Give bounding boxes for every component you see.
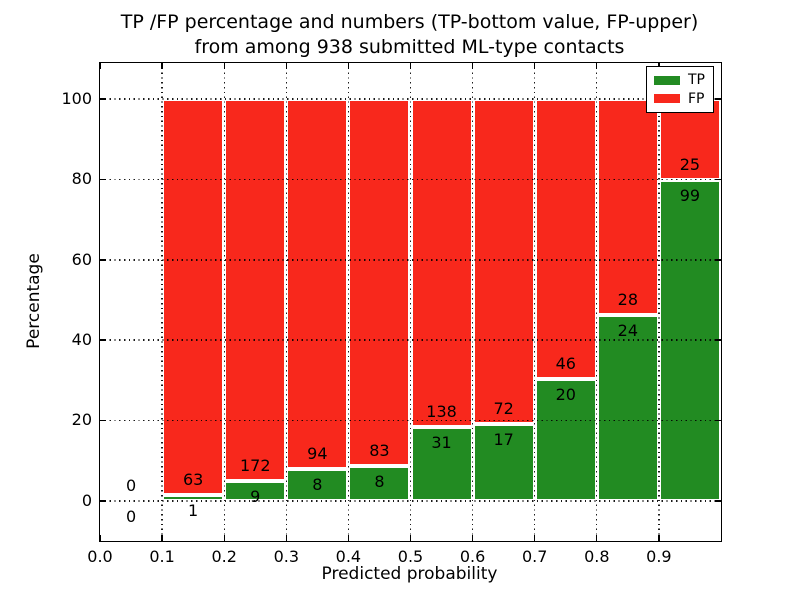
- tp-count-label: 31: [431, 433, 452, 453]
- bar-segment-fp: [162, 99, 225, 495]
- x-tick-mark-top: [99, 63, 101, 69]
- x-tick-mark: [534, 535, 536, 541]
- fp-count-label: 72: [493, 399, 514, 419]
- bar-segment-fp: [534, 99, 597, 380]
- legend-label-fp: FP: [688, 90, 705, 107]
- x-tick-mark: [223, 535, 225, 541]
- x-axis-label: Predicted probability: [321, 564, 498, 584]
- bar-segment-fp: [286, 99, 349, 470]
- y-tick-mark-right: [715, 98, 721, 100]
- fp-count-label: 83: [369, 440, 390, 460]
- bar-segment-tp: [472, 424, 535, 501]
- x-tick-label: 0.0: [87, 547, 113, 566]
- bar-segment-fp: [410, 99, 473, 428]
- bar-segment-tp: [658, 180, 721, 501]
- bar-segment-tp: [348, 465, 411, 501]
- y-tick-mark-right: [715, 419, 721, 422]
- bar-segment-tp: [286, 469, 349, 501]
- x-tick-mark: [161, 535, 163, 541]
- bar-segment-fp: [472, 99, 535, 425]
- x-tick-mark: [99, 535, 101, 541]
- x-tick-mark-top: [596, 63, 598, 69]
- y-tick-mark-right: [715, 178, 721, 181]
- y-tick-mark-right: [715, 259, 721, 261]
- y-tick-label: 20: [71, 410, 92, 430]
- y-tick-mark: [100, 339, 106, 341]
- tp-count-label: 9: [250, 486, 261, 506]
- y-tick-label: 100: [61, 89, 92, 109]
- y-tick-mark: [100, 178, 106, 181]
- x-tick-label: 0.6: [459, 547, 486, 566]
- x-tick-label: 0.1: [149, 547, 175, 566]
- bar-segment-tp: [596, 315, 659, 501]
- x-tick-label: 0.5: [397, 547, 424, 566]
- y-axis-label: Percentage: [24, 253, 44, 349]
- tp-count-label: 99: [679, 186, 701, 206]
- fp-count-label: 46: [555, 354, 576, 374]
- x-tick-mark-top: [223, 63, 225, 69]
- x-tick-mark-top: [161, 63, 163, 69]
- x-tick-mark: [347, 535, 350, 541]
- fp-count-label: 25: [679, 155, 701, 175]
- x-tick-label: 0.3: [273, 547, 300, 566]
- fp-count-label: 94: [307, 444, 328, 464]
- bar-segment-tp: [410, 427, 473, 501]
- tp-count-label: 17: [493, 430, 514, 450]
- x-tick-label: 0.9: [646, 547, 672, 566]
- bar-segment-fp: [224, 99, 287, 481]
- x-tick-mark: [285, 535, 287, 541]
- y-tick-mark: [100, 500, 106, 502]
- bar-segment-fp: [348, 99, 411, 466]
- x-tick-mark: [658, 535, 660, 541]
- x-tick-mark-top: [285, 63, 287, 69]
- legend-label-tp: TP: [688, 72, 705, 89]
- chart-title: TP /FP percentage and numbers (TP-bottom…: [99, 10, 720, 60]
- bar-segment-fp: [596, 99, 659, 316]
- y-tick-mark: [100, 419, 106, 422]
- fp-count-label: 28: [617, 290, 639, 310]
- x-tick-label: 0.4: [335, 547, 362, 566]
- y-tick-label: 40: [71, 330, 92, 350]
- x-tick-label: 0.8: [584, 547, 610, 566]
- tp-count-label: 20: [555, 385, 576, 405]
- legend-item-fp: FP: [654, 92, 706, 106]
- y-tick-mark: [100, 259, 106, 261]
- x-tick-mark-top: [534, 63, 536, 69]
- legend-item-tp: TP: [654, 73, 706, 87]
- chart-title-line1: TP /FP percentage and numbers (TP-bottom…: [120, 11, 699, 33]
- tp-count-label: 8: [374, 471, 385, 491]
- tp-count-label: 8: [312, 475, 323, 495]
- x-tick-mark-top: [409, 63, 412, 69]
- chart-title-line2: from among 938 submitted ML-type contact…: [194, 36, 625, 58]
- x-tick-mark-top: [471, 63, 474, 69]
- bar-segment-tp: [162, 494, 225, 501]
- legend: TP FP: [646, 66, 714, 113]
- tp-count-label: 24: [617, 321, 639, 341]
- fp-count-label: 138: [426, 402, 457, 422]
- tp-count-label: 1: [188, 500, 199, 520]
- y-tick-label: 60: [71, 249, 92, 269]
- bar-segment-tp: [534, 379, 597, 501]
- fp-count-label: 172: [239, 455, 271, 475]
- fp-swatch-icon: [654, 94, 680, 104]
- y-tick-mark-right: [715, 500, 721, 502]
- x-tick-label: 0.2: [211, 547, 237, 566]
- fp-count-label: 0: [125, 475, 137, 495]
- x-tick-label: 0.7: [521, 547, 548, 566]
- bar-segment-tp: [224, 480, 287, 501]
- x-tick-mark-top: [347, 63, 350, 69]
- fp-count-label: 63: [182, 469, 204, 489]
- tp-swatch-icon: [654, 75, 680, 85]
- x-tick-mark: [471, 535, 474, 541]
- x-tick-mark: [596, 535, 598, 541]
- tp-count-label: 0: [125, 506, 137, 526]
- y-tick-label: 80: [71, 169, 92, 189]
- y-tick-mark: [100, 98, 106, 100]
- x-tick-mark: [409, 535, 412, 541]
- y-tick-label: 0: [81, 490, 92, 510]
- y-tick-mark-right: [715, 339, 721, 341]
- plot-area: 0 0 63 1 172 9 94 8 83 8 138 31 72 17 46 20 28 24 25 99 0.0 0…: [61, 62, 722, 566]
